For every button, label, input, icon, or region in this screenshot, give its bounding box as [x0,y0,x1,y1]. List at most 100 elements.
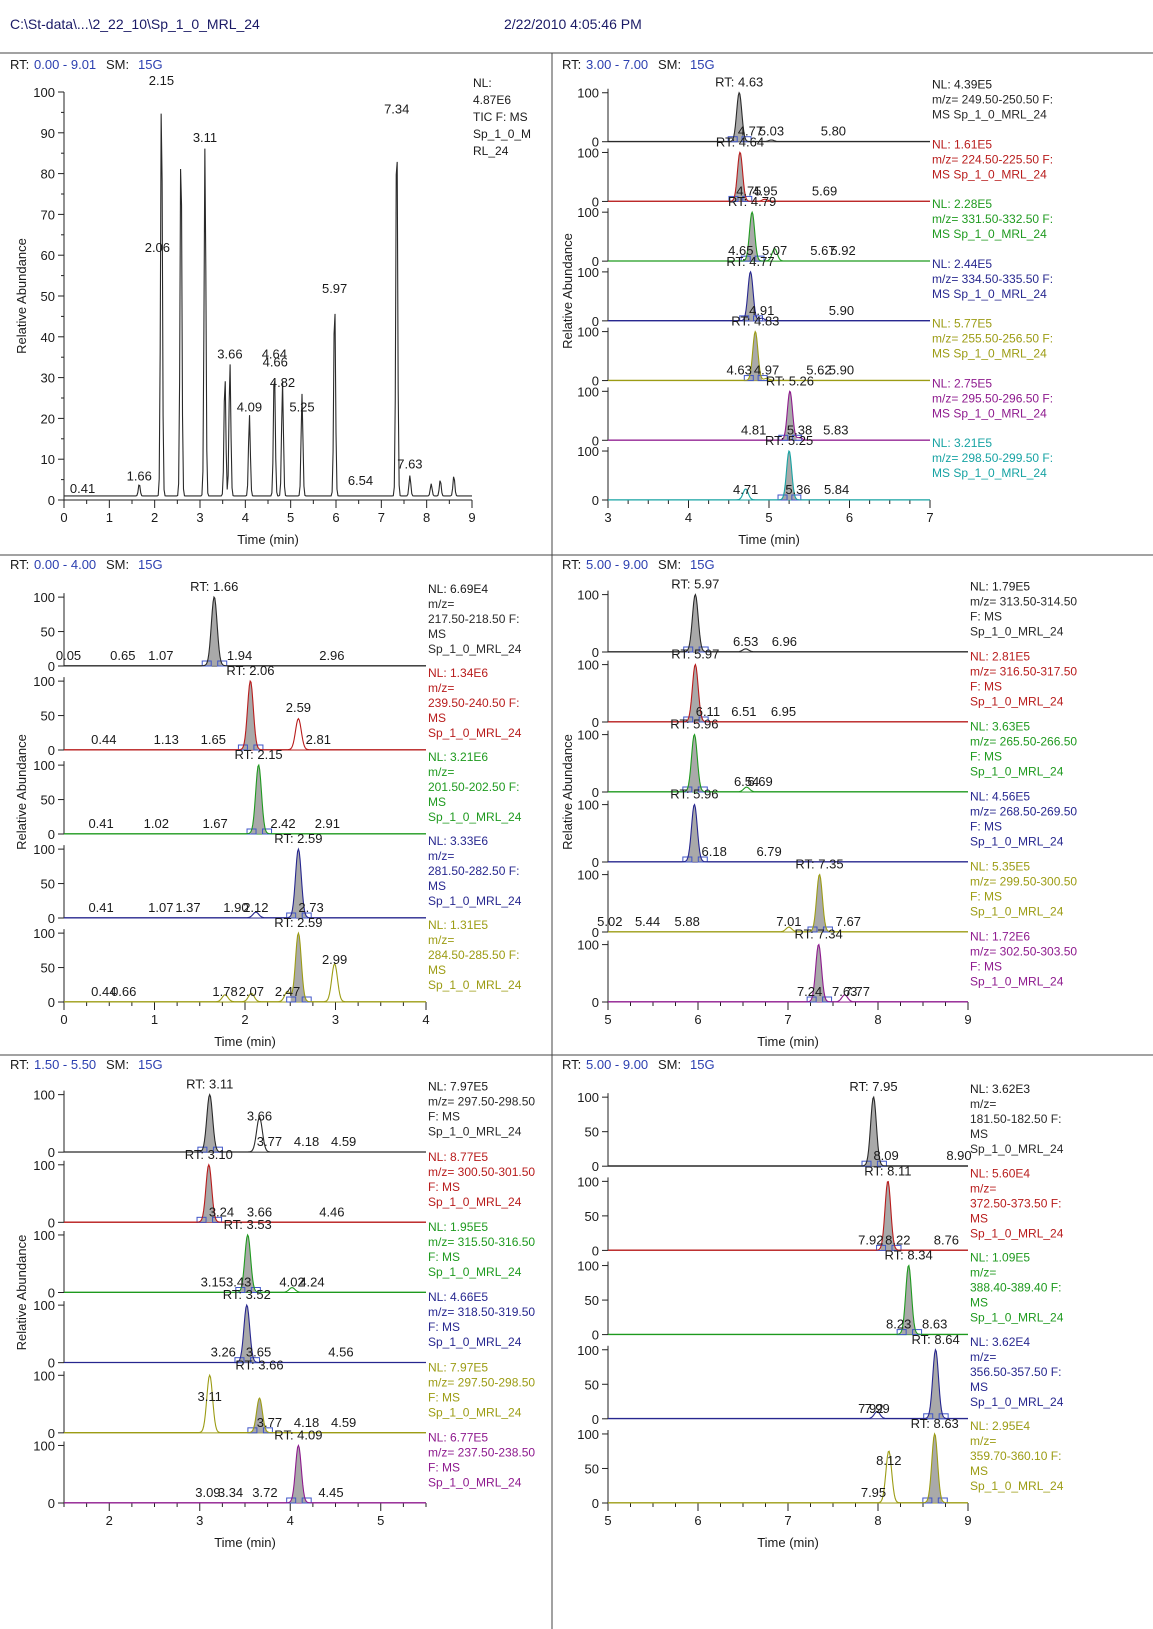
nl-info-line: m/z= 331.50-332.50 F: [932,212,1053,226]
nl-info-line: MS [428,963,446,977]
nl-info-line: NL: 3.62E3 [970,1082,1030,1096]
integration-marker [742,195,753,202]
peak-area-fill [290,933,307,1002]
nl-info-line: Sp_1_0_MRL_24 [970,975,1064,989]
peak-label: 5.25 [289,399,314,414]
x-tick-label: 7 [784,1513,791,1528]
chromatogram-trace [64,847,426,919]
peak-label: 7.63 [832,984,857,999]
tic-trace [64,113,472,497]
integration-marker [697,856,708,863]
nl-info-line: NL: 1.09E5 [970,1251,1030,1265]
trace-panel-5: 0 50 100 RT: 8.63 7.95 8.12 NL: 2.95E4m/z=359.… [577,1416,1063,1511]
nl-info-line: Sp_1_0_MRL_24 [970,765,1064,779]
y-tick-label: 100 [33,842,55,857]
integration-marker [741,136,752,143]
peak-label: 3.24 [209,1204,234,1219]
peak-area-fill [290,849,307,918]
nl-info-line: NL: 3.62E4 [970,1335,1030,1349]
nl-info-line: NL: 5.35E5 [970,860,1030,874]
y-tick-label: 10 [41,452,55,467]
nl-info-line: NL: 3.21E5 [932,436,992,450]
y-tick-label: 100 [577,1259,599,1274]
peak-area-fill [743,271,758,321]
y-tick-label: 100 [33,1088,55,1103]
peak-label: 1.90 [223,900,248,915]
peak-area-fill [732,152,747,202]
x-tick-label: 3 [604,510,611,525]
nl-info-line: m/z= [970,1097,996,1111]
nl-info-line: F: MS [970,610,1002,624]
peak-label: 4.82 [270,375,295,390]
nl-info-line: MS [428,879,446,893]
nl-info-line: m/z= [970,1266,996,1280]
retention-time-label: RT: 3.53 [224,1217,272,1232]
y-tick-label: 0 [592,493,599,508]
nl-info-line: m/z= 297.50-298.50 [428,1095,535,1109]
peak-label: 0.05 [56,648,81,663]
chromatogram-trace [64,1373,426,1434]
x-tick-label: 5 [604,1513,611,1528]
nl-info-line: Sp_1_0_MRL_24 [428,1335,522,1349]
integration-marker [217,660,228,667]
integration-marker [212,1146,223,1153]
peak-label: 1.07 [148,648,173,663]
trace-panel-3: 0 50 100 RT: 2.15 0.41 1.02 1.67 2.42 2.91 NL: 3.… [33,747,521,842]
y-tick-label: 0 [592,1328,599,1343]
chromatogram-trace [608,330,930,381]
peak-label: 3.77 [257,1134,282,1149]
nl-info-line: Sp_1_0_MRL_24 [970,625,1064,639]
integration-marker [196,1216,207,1223]
trace-panel-4: 0 50 100 RT: 8.64 7.927.99 NL: 3.62E4m/z=356.… [577,1332,1063,1427]
peak-label: 1.07 [148,900,173,915]
x-tick-label: 2 [106,1513,113,1528]
peak-label: 1.37 [175,900,200,915]
y-tick-label: 100 [33,1158,55,1173]
tic-plot: 0 10 20 30 40 50 60 70 80 90 100 Relative Abundance… [14,73,531,508]
peak-label: 5.36 [785,482,810,497]
y-tick-label: 50 [41,625,55,640]
trace-panel-1: 0 50 100 RT: 1.66 0.05 0.65 1.07 1.94 2.96 NL: 6.… [33,579,521,674]
x-tick-label: 7 [378,510,385,525]
nl-info-line: Sp_1_0_MRL_24 [970,1479,1064,1493]
peak-label: 0.41 [88,900,113,915]
sm-value: 15G [690,557,715,572]
integration-marker [237,744,248,751]
peak-area-fill [239,1234,256,1293]
nl-info-line: Sp_1_0_MRL_24 [428,1405,522,1419]
y-tick-label: 0 [592,995,599,1010]
panel-header-0: RT: 0.00 - 9.01 SM: 15G [10,57,163,72]
y-tick-label: 0 [592,433,599,448]
retention-time-label: RT: 5.96 [670,717,718,732]
x-tick-label: 9 [964,1513,971,1528]
rt-label: RT: [562,557,581,572]
chromatogram-trace [608,803,968,863]
retention-time-label: RT: 7.35 [795,857,843,872]
y-tick-label: 100 [577,1090,599,1105]
integration-marker [286,996,297,1003]
y-tick-label: 30 [41,371,55,386]
peak-label: 0.66 [111,984,136,999]
nl-info-line: F: MS [970,680,1002,694]
nl-info-line: Sp_1_0_M [473,127,531,141]
peak-label: 7.34 [384,101,409,116]
nl-info-line: m/z= 268.50-269.50 [970,805,1077,819]
peak-label: 4.81 [741,422,766,437]
x-tick-label: 0 [60,1012,67,1027]
peak-label: 2.96 [319,648,344,663]
y-tick-label: 50 [585,1293,599,1308]
y-tick-label: 0 [592,314,599,329]
peak-label: 6.53 [733,634,758,649]
sm-value: 15G [138,557,163,572]
peak-area-fill [927,1349,944,1419]
nl-info-line: Sp_1_0_MRL_24 [970,1226,1064,1240]
peak-label: 5.84 [824,482,849,497]
x-axis-title: Time (min) [757,1535,819,1550]
x-tick-label: 3 [332,1012,339,1027]
integration-marker [286,1497,297,1504]
x-tick-label: 6 [694,1513,701,1528]
peak-label: 7.01 [776,914,801,929]
